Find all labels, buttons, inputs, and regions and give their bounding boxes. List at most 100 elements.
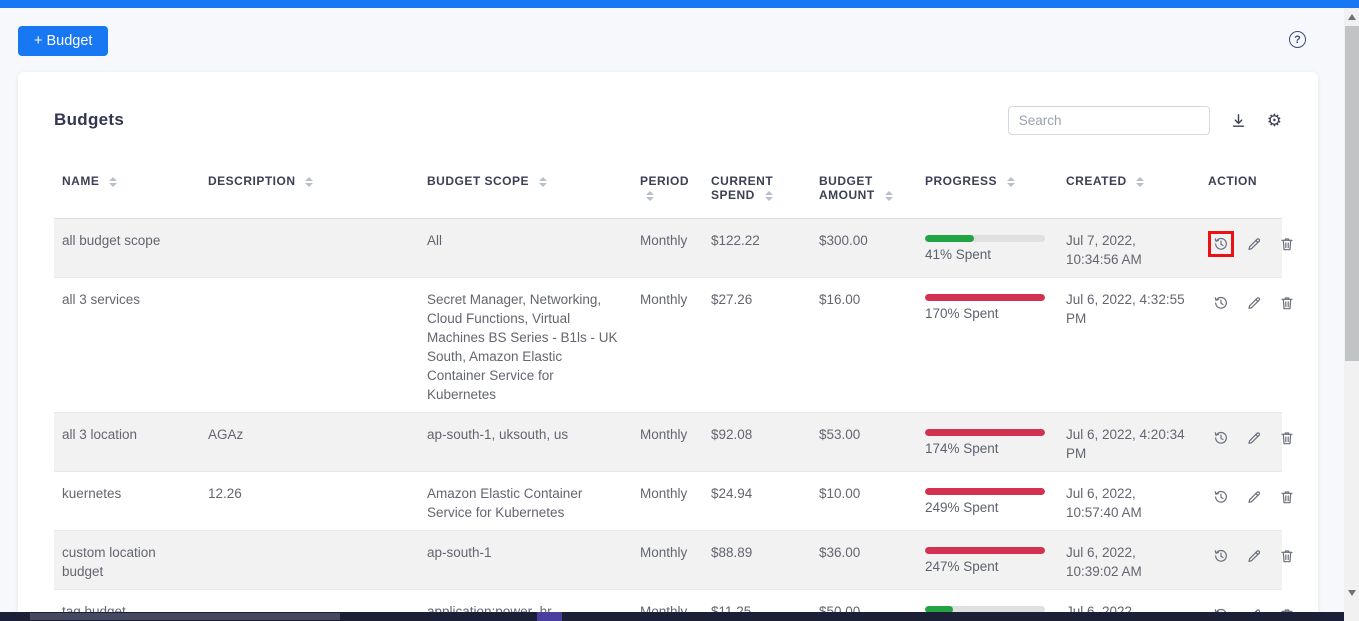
delete-icon bbox=[1281, 550, 1293, 563]
history-button[interactable] bbox=[1208, 425, 1234, 451]
column-header-created[interactable]: CREATED bbox=[1058, 160, 1200, 219]
vertical-scrollbar-thumb[interactable] bbox=[1345, 26, 1359, 361]
delete-icon bbox=[1281, 297, 1293, 310]
cell-description bbox=[200, 218, 419, 278]
history-icon bbox=[1214, 296, 1227, 309]
sort-icon[interactable] bbox=[305, 176, 314, 187]
edit-button[interactable] bbox=[1241, 543, 1267, 569]
horizontal-scrollbar[interactable] bbox=[0, 612, 1344, 621]
cell-created: Jul 6, 2022, 10:57:40 AM bbox=[1058, 471, 1200, 531]
history-icon bbox=[1214, 431, 1227, 444]
gear-icon[interactable]: ⚙ bbox=[1266, 110, 1282, 130]
sort-icon[interactable] bbox=[884, 190, 893, 201]
sort-icon[interactable] bbox=[109, 176, 118, 187]
help-icon[interactable]: ? bbox=[1289, 31, 1306, 48]
cell-period: Monthly bbox=[632, 412, 703, 472]
search-input[interactable] bbox=[1007, 105, 1210, 135]
scrollbar-corner bbox=[1344, 612, 1359, 621]
progress-label: 41% Spent bbox=[925, 247, 992, 262]
budgets-card: Budgets ⚙ NAME DESCRIPTION BUDGET SCOPE … bbox=[18, 72, 1318, 621]
cell-budget-amount: $10.00 bbox=[811, 471, 917, 531]
table-row: kuernetes 12.26 Amazon Elastic Container S… bbox=[54, 471, 1293, 531]
progress-bar-fill bbox=[925, 294, 1045, 301]
cell-created: Jul 6, 2022, 4:20:34 PM bbox=[1058, 412, 1200, 472]
horizontal-scrollbar-thumb[interactable] bbox=[30, 613, 340, 620]
column-header-progress[interactable]: PROGRESS bbox=[917, 160, 1058, 219]
delete-button[interactable] bbox=[1274, 543, 1300, 569]
cell-progress: 247% Spent bbox=[917, 530, 1058, 590]
delete-icon bbox=[1281, 432, 1293, 445]
cell-created: Jul 6, 2022, 10:39:02 AM bbox=[1058, 530, 1200, 590]
cell-progress: 170% Spent bbox=[917, 277, 1058, 413]
add-budget-button[interactable]: + Budget bbox=[18, 26, 109, 56]
table-row: all 3 services Secret Manager, Networking… bbox=[54, 277, 1293, 413]
cell-budget-scope: All bbox=[419, 218, 632, 278]
top-accent-bar bbox=[0, 0, 1359, 8]
budgets-table: NAME DESCRIPTION BUDGET SCOPE PERIOD CUR… bbox=[54, 160, 1293, 621]
download-icon[interactable] bbox=[1230, 112, 1247, 129]
cell-action bbox=[1200, 471, 1293, 531]
sort-icon[interactable] bbox=[538, 176, 547, 187]
delete-button[interactable] bbox=[1274, 425, 1300, 451]
sort-icon[interactable] bbox=[764, 190, 773, 201]
column-header-description[interactable]: DESCRIPTION bbox=[200, 160, 419, 219]
history-icon bbox=[1214, 549, 1227, 562]
cell-budget-amount: $36.00 bbox=[811, 530, 917, 590]
cell-period: Monthly bbox=[632, 218, 703, 278]
cell-period: Monthly bbox=[632, 530, 703, 590]
cell-action bbox=[1200, 412, 1293, 472]
delete-icon bbox=[1281, 491, 1293, 504]
delete-button[interactable] bbox=[1274, 290, 1300, 316]
progress-bar-fill bbox=[925, 235, 975, 242]
cell-budget-amount: $16.00 bbox=[811, 277, 917, 413]
scroll-down-arrow-icon[interactable] bbox=[1348, 590, 1356, 596]
progress-bar-track bbox=[925, 429, 1045, 436]
cell-progress: 174% Spent bbox=[917, 412, 1058, 472]
edit-button[interactable] bbox=[1241, 290, 1267, 316]
cell-period: Monthly bbox=[632, 471, 703, 531]
cell-name: all budget scope bbox=[54, 218, 200, 278]
column-header-period[interactable]: PERIOD bbox=[632, 160, 703, 219]
edit-button[interactable] bbox=[1241, 231, 1267, 257]
column-header-budget-amount[interactable]: BUDGET AMOUNT bbox=[811, 160, 917, 219]
cell-budget-scope: Secret Manager, Networking, Cloud Functi… bbox=[419, 277, 632, 413]
edit-button[interactable] bbox=[1241, 425, 1267, 451]
progress-bar-track bbox=[925, 235, 1045, 242]
cell-progress: 41% Spent bbox=[917, 218, 1058, 278]
delete-button[interactable] bbox=[1274, 231, 1300, 257]
cell-description: AGAz bbox=[200, 412, 419, 472]
progress-bar-fill bbox=[925, 606, 953, 613]
history-button[interactable] bbox=[1208, 290, 1234, 316]
vertical-scrollbar[interactable] bbox=[1344, 8, 1359, 612]
cell-description bbox=[200, 277, 419, 413]
progress-bar-track bbox=[925, 488, 1045, 495]
cell-current-spend: $92.08 bbox=[703, 412, 811, 472]
cell-period: Monthly bbox=[632, 277, 703, 413]
scroll-up-arrow-icon[interactable] bbox=[1348, 14, 1356, 20]
history-button[interactable] bbox=[1208, 231, 1234, 257]
column-header-name[interactable]: NAME bbox=[54, 160, 200, 219]
cell-current-spend: $122.22 bbox=[703, 218, 811, 278]
history-button[interactable] bbox=[1208, 543, 1234, 569]
progress-bar-track bbox=[925, 606, 1045, 613]
cell-action bbox=[1200, 530, 1293, 590]
sort-icon[interactable] bbox=[1136, 176, 1145, 187]
progress-bar-fill bbox=[925, 429, 1045, 436]
history-button[interactable] bbox=[1208, 484, 1234, 510]
column-header-budget-scope[interactable]: BUDGET SCOPE bbox=[419, 160, 632, 219]
progress-bar-track bbox=[925, 547, 1045, 554]
delete-button[interactable] bbox=[1274, 484, 1300, 510]
history-icon bbox=[1214, 490, 1227, 503]
history-icon bbox=[1214, 237, 1227, 250]
page-title: Budgets bbox=[54, 110, 125, 129]
progress-label: 249% Spent bbox=[925, 500, 999, 515]
edit-button[interactable] bbox=[1241, 484, 1267, 510]
sort-icon[interactable] bbox=[646, 190, 654, 201]
cell-budget-scope: ap-south-1, uksouth, us bbox=[419, 412, 632, 472]
table-row: custom location budget ap-south-1 Monthly $… bbox=[54, 530, 1293, 590]
sort-icon[interactable] bbox=[1006, 176, 1015, 187]
card-header: Budgets ⚙ bbox=[54, 104, 1282, 136]
cell-name: all 3 services bbox=[54, 277, 200, 413]
cell-budget-amount: $53.00 bbox=[811, 412, 917, 472]
column-header-current-spend[interactable]: CURRENT SPEND bbox=[703, 160, 811, 219]
